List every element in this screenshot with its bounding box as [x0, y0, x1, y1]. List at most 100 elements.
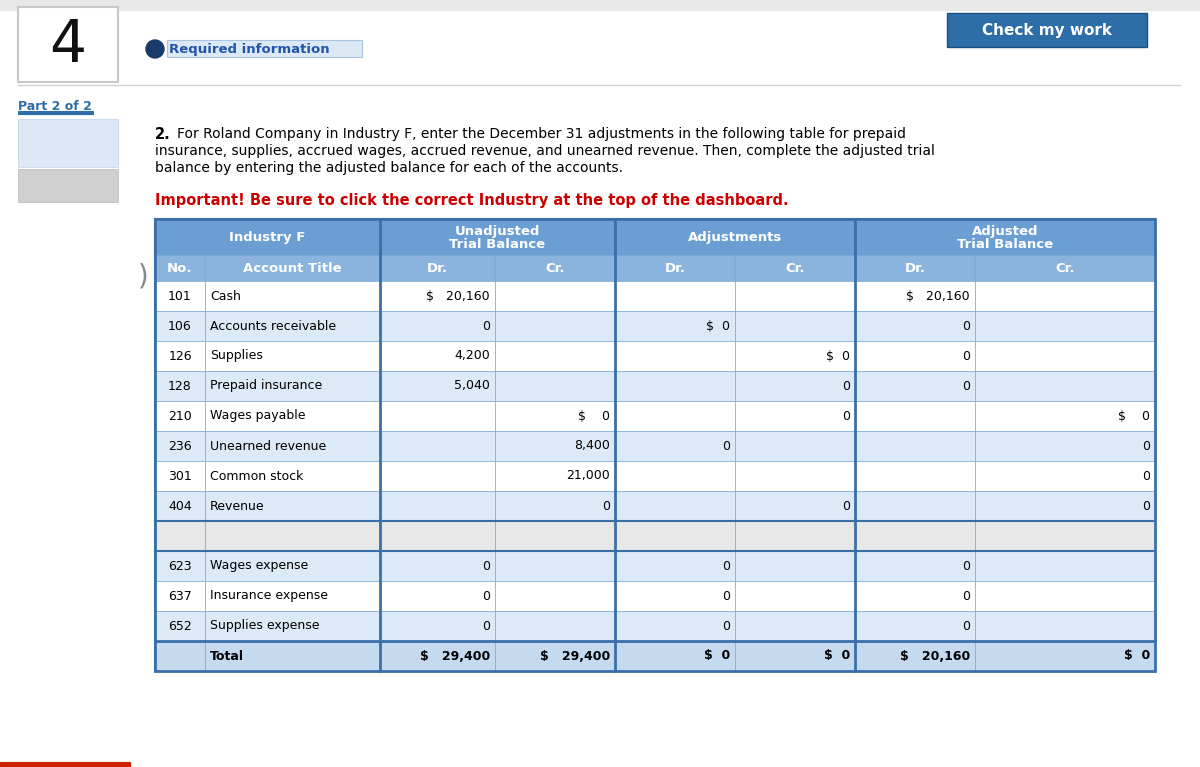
Bar	[974, 431, 1154, 461]
Text: Unadjusted: Unadjusted	[455, 225, 540, 239]
Text: Dr.: Dr.	[427, 262, 448, 275]
Bar	[380, 641, 496, 671]
Text: $   20,160: $ 20,160	[426, 289, 490, 302]
Bar	[616, 461, 734, 491]
Bar	[734, 611, 854, 641]
Bar	[496, 401, 616, 431]
Text: 0: 0	[602, 499, 610, 512]
Bar	[616, 401, 734, 431]
Text: Cr.: Cr.	[785, 262, 805, 275]
Bar	[496, 281, 616, 311]
Bar	[974, 611, 1154, 641]
Text: 0: 0	[842, 499, 850, 512]
Bar	[974, 581, 1154, 611]
Bar	[155, 281, 205, 311]
Bar	[734, 341, 854, 371]
Bar	[734, 281, 854, 311]
Text: Wages expense: Wages expense	[210, 559, 308, 572]
Text: 0: 0	[722, 590, 730, 603]
Text: 0: 0	[962, 620, 970, 633]
Text: 0: 0	[962, 590, 970, 603]
Text: Adjusted: Adjusted	[972, 225, 1038, 239]
Text: $  0: $ 0	[823, 650, 850, 663]
Text: 0: 0	[842, 380, 850, 393]
Text: Supplies: Supplies	[210, 350, 263, 363]
Bar	[0, 0, 1200, 10]
Bar	[734, 641, 854, 671]
Text: $   29,400: $ 29,400	[420, 650, 490, 663]
Bar	[974, 311, 1154, 341]
Text: 4: 4	[49, 17, 86, 74]
Bar	[155, 341, 205, 371]
Text: 0: 0	[722, 559, 730, 572]
Text: 8,400: 8,400	[574, 439, 610, 453]
Bar	[380, 219, 616, 255]
Bar	[155, 255, 205, 281]
Bar	[205, 461, 380, 491]
Bar	[205, 521, 380, 551]
Bar	[734, 431, 854, 461]
Text: 637: 637	[168, 590, 192, 603]
Bar	[380, 611, 496, 641]
Bar	[496, 431, 616, 461]
Text: i: i	[152, 42, 157, 55]
Text: $  0: $ 0	[1123, 650, 1150, 663]
Bar	[616, 581, 734, 611]
Bar	[496, 341, 616, 371]
Bar	[380, 431, 496, 461]
Bar	[155, 641, 205, 671]
Text: Wages payable: Wages payable	[210, 410, 306, 423]
Text: Dr.: Dr.	[905, 262, 925, 275]
Bar	[155, 311, 205, 341]
Bar	[205, 281, 380, 311]
Text: 0: 0	[962, 559, 970, 572]
Bar	[616, 219, 854, 255]
Bar	[854, 401, 974, 431]
Text: ): )	[138, 263, 149, 291]
Bar	[155, 431, 205, 461]
Bar	[167, 40, 362, 57]
Bar	[18, 169, 118, 202]
Bar	[616, 255, 734, 281]
Bar	[854, 431, 974, 461]
Circle shape	[146, 40, 164, 58]
Bar	[616, 431, 734, 461]
Text: 0: 0	[962, 380, 970, 393]
Bar	[155, 611, 205, 641]
Text: Cash: Cash	[210, 289, 241, 302]
Text: 0: 0	[722, 439, 730, 453]
Text: 623: 623	[168, 559, 192, 572]
Bar	[974, 461, 1154, 491]
Bar	[380, 281, 496, 311]
Text: Cr.: Cr.	[545, 262, 565, 275]
Text: Insurance expense: Insurance expense	[210, 590, 328, 603]
Text: Industry F: Industry F	[229, 231, 306, 243]
Bar	[974, 401, 1154, 431]
Bar	[974, 641, 1154, 671]
Bar	[380, 371, 496, 401]
Bar	[380, 461, 496, 491]
Text: Common stock: Common stock	[210, 469, 304, 482]
Bar	[496, 641, 616, 671]
Bar	[205, 311, 380, 341]
Text: insurance, supplies, accrued wages, accrued revenue, and unearned revenue. Then,: insurance, supplies, accrued wages, accr…	[155, 144, 935, 158]
Bar	[734, 581, 854, 611]
Text: 2.: 2.	[155, 127, 170, 142]
Bar	[205, 641, 380, 671]
Bar	[155, 219, 1154, 671]
Bar	[974, 551, 1154, 581]
Bar	[205, 431, 380, 461]
Bar	[155, 581, 205, 611]
Text: 652: 652	[168, 620, 192, 633]
Text: 404: 404	[168, 499, 192, 512]
Bar	[616, 551, 734, 581]
Text: Part 2 of 2: Part 2 of 2	[18, 100, 92, 114]
Bar	[734, 521, 854, 551]
Bar	[496, 311, 616, 341]
Text: Trial Balance: Trial Balance	[956, 239, 1054, 252]
Text: Prepaid insurance: Prepaid insurance	[210, 380, 323, 393]
Text: $  0: $ 0	[703, 650, 730, 663]
Bar	[854, 581, 974, 611]
Bar	[380, 341, 496, 371]
Text: 301: 301	[168, 469, 192, 482]
